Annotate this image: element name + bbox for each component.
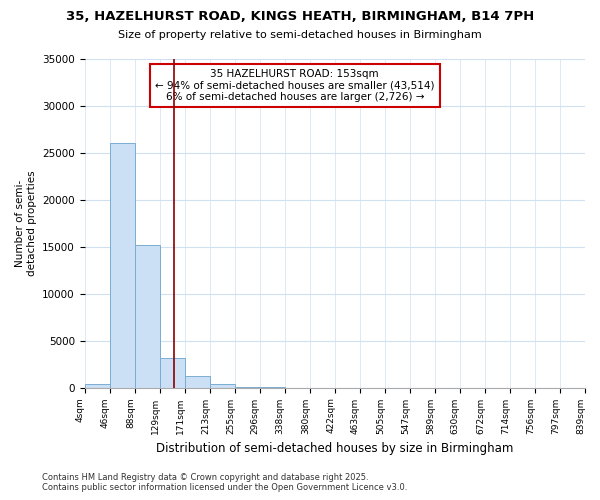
Bar <box>110 142 135 388</box>
Text: 35 HAZELHURST ROAD: 153sqm
← 94% of semi-detached houses are smaller (43,514)
6%: 35 HAZELHURST ROAD: 153sqm ← 94% of semi… <box>155 69 434 102</box>
Text: Size of property relative to semi-detached houses in Birmingham: Size of property relative to semi-detach… <box>118 30 482 40</box>
Text: 35, HAZELHURST ROAD, KINGS HEATH, BIRMINGHAM, B14 7PH: 35, HAZELHURST ROAD, KINGS HEATH, BIRMIN… <box>66 10 534 23</box>
Bar <box>210 384 235 388</box>
Bar <box>160 358 185 388</box>
Text: Contains HM Land Registry data © Crown copyright and database right 2025.
Contai: Contains HM Land Registry data © Crown c… <box>42 473 407 492</box>
Bar <box>135 245 160 388</box>
Bar <box>185 376 210 388</box>
Bar <box>85 384 110 388</box>
Y-axis label: Number of semi-
detached properties: Number of semi- detached properties <box>15 170 37 276</box>
Bar <box>235 386 260 388</box>
X-axis label: Distribution of semi-detached houses by size in Birmingham: Distribution of semi-detached houses by … <box>156 442 514 455</box>
